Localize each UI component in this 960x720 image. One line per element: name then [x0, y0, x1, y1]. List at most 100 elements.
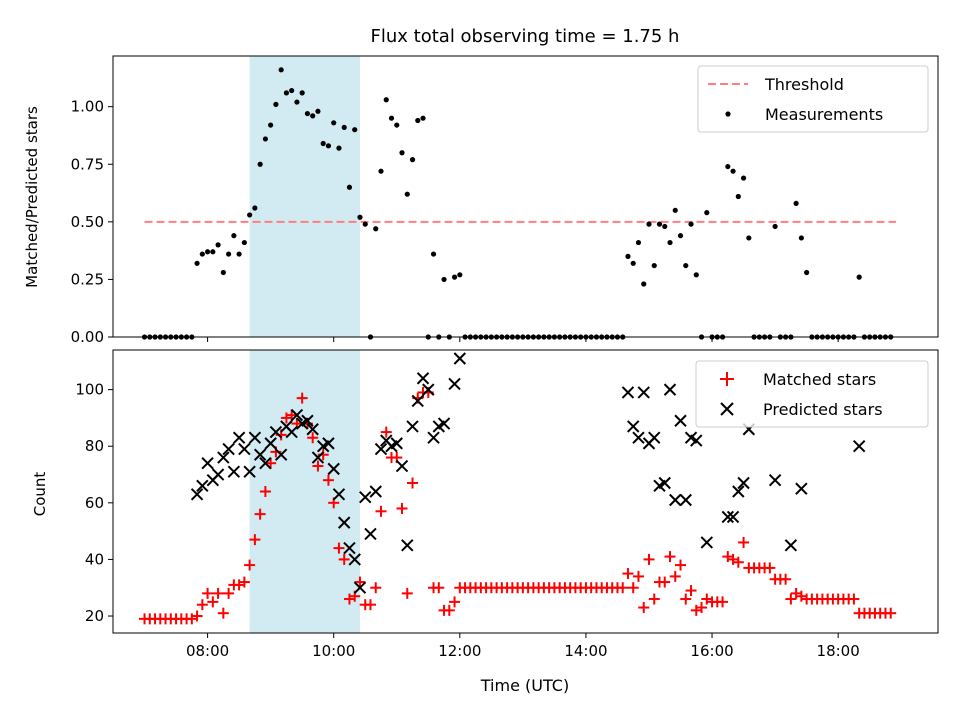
- measurement-point: [236, 251, 242, 257]
- matched-star-marker: [443, 604, 455, 616]
- measurement-point: [336, 145, 342, 151]
- predicted-star-marker: [201, 456, 214, 470]
- predicted-star-marker: [290, 408, 304, 422]
- predicted-star-marker: [248, 431, 262, 444]
- predicted-star-marker: [411, 394, 424, 408]
- matched-star-marker: [370, 582, 382, 594]
- matched-star-marker: [669, 570, 681, 582]
- top-y-tick-label: 0.75: [71, 155, 104, 173]
- measurement-point: [662, 223, 668, 230]
- top-highlight-layer: [249, 56, 360, 337]
- matched-star-marker: [249, 534, 261, 546]
- x-tick-label: 14:00: [564, 642, 607, 660]
- measurement-point: [357, 214, 363, 220]
- predicted-star-marker: [726, 510, 740, 524]
- measurement-point: [346, 184, 353, 190]
- top-y-tick-label: 0.00: [71, 328, 104, 346]
- measurement-point: [268, 122, 274, 128]
- predicted-legend-label: Predicted stars: [763, 400, 883, 419]
- predicted-star-marker: [422, 383, 435, 396]
- threshold-legend-label: Threshold: [764, 75, 844, 94]
- matched-star-marker: [212, 587, 224, 599]
- predicted-star-marker: [406, 420, 419, 433]
- bottom-legend: Matched stars Predicted stars: [695, 360, 929, 428]
- predicted-star-marker: [348, 553, 361, 566]
- top-y-tick-label: 1.00: [71, 98, 104, 116]
- top-panel: 0.00 0.25 0.50 0.75 1.00 Matched/Predicted s…: [23, 55, 939, 346]
- matched-star-marker: [632, 570, 644, 582]
- predicted-star-marker: [232, 431, 246, 444]
- bottom-y-tick-label: 20: [85, 607, 104, 625]
- bottom-legend-box: [695, 360, 929, 428]
- predicted-star-marker: [369, 485, 382, 498]
- predicted-star-marker: [621, 386, 635, 399]
- measurement-point: [383, 97, 389, 103]
- matched-star-marker: [223, 587, 235, 599]
- predicted-star-marker: [737, 476, 750, 490]
- measurement-point: [388, 115, 395, 121]
- predicted-star-marker: [190, 488, 204, 501]
- matched-star-marker: [727, 553, 739, 565]
- matched-star-marker: [333, 542, 345, 554]
- matched-star-marker: [664, 551, 676, 563]
- measurement-point: [693, 272, 699, 278]
- matched-star-marker: [380, 426, 392, 438]
- measurement-point: [247, 212, 253, 218]
- measurement-point: [725, 163, 731, 170]
- matched-star-marker: [244, 559, 256, 571]
- matched-star-marker: [207, 596, 219, 608]
- top-legend: Threshold Measurements: [697, 65, 929, 133]
- matched-legend-label: Matched stars: [763, 370, 876, 389]
- matched-star-marker: [795, 590, 807, 602]
- measurement-point: [667, 239, 673, 246]
- predicted-star-marker: [364, 527, 377, 541]
- predicted-star-marker: [427, 431, 440, 444]
- measurement-point: [651, 262, 657, 269]
- predicted-legend-swatch: [720, 402, 734, 416]
- predicted-star-marker: [343, 541, 356, 555]
- predicted-star-marker: [390, 437, 403, 450]
- matched-star-marker: [732, 556, 744, 568]
- predicted-star-marker: [227, 465, 241, 478]
- measurement-point: [262, 136, 268, 142]
- top-axes-frame: [112, 55, 939, 338]
- measurement-point: [257, 161, 263, 167]
- measurement-point: [220, 269, 226, 276]
- measurement-point: [341, 124, 347, 131]
- measurement-point: [641, 281, 647, 287]
- x-tick-label: 16:00: [690, 642, 733, 660]
- matched-star-marker: [296, 392, 308, 404]
- bottom-y-tick-label: 40: [85, 550, 104, 568]
- matched-star-marker: [186, 613, 198, 625]
- predicted-star-marker: [658, 476, 671, 490]
- x-tick-label: 08:00: [186, 642, 229, 660]
- predicted-star-marker: [395, 459, 409, 473]
- measurement-point: [735, 193, 741, 200]
- measurement-point: [746, 235, 752, 241]
- matched-star-marker: [375, 505, 387, 517]
- predicted-star-marker: [721, 510, 735, 524]
- matched-star-marker: [217, 607, 229, 619]
- matched-star-marker: [233, 579, 245, 591]
- predicted-star-marker: [238, 442, 251, 456]
- measurement-point: [772, 223, 778, 230]
- measurement-point: [672, 207, 678, 213]
- bottom-panel: 20 40 60 80 100 08:00 10:00 12:00 14:00 16:00 18:…: [31, 349, 939, 695]
- predicted-star-marker: [669, 493, 682, 507]
- measurement-point: [226, 251, 232, 257]
- matched-star-marker: [675, 559, 687, 571]
- predicted-star-marker: [732, 485, 745, 498]
- matched-legend-swatch: [720, 372, 734, 386]
- matched-star-marker: [722, 551, 734, 563]
- measurement-point: [415, 117, 421, 124]
- x-tick-label: 18:00: [817, 642, 860, 660]
- predicted-star-marker: [416, 372, 430, 385]
- measurement-point: [635, 239, 642, 246]
- matched-star-marker: [286, 409, 298, 421]
- measurement-point: [362, 221, 368, 227]
- measurement-point: [688, 221, 694, 227]
- matched-star-marker: [401, 587, 413, 599]
- predicted-star-marker: [311, 451, 325, 464]
- predicted-star-marker: [306, 423, 319, 436]
